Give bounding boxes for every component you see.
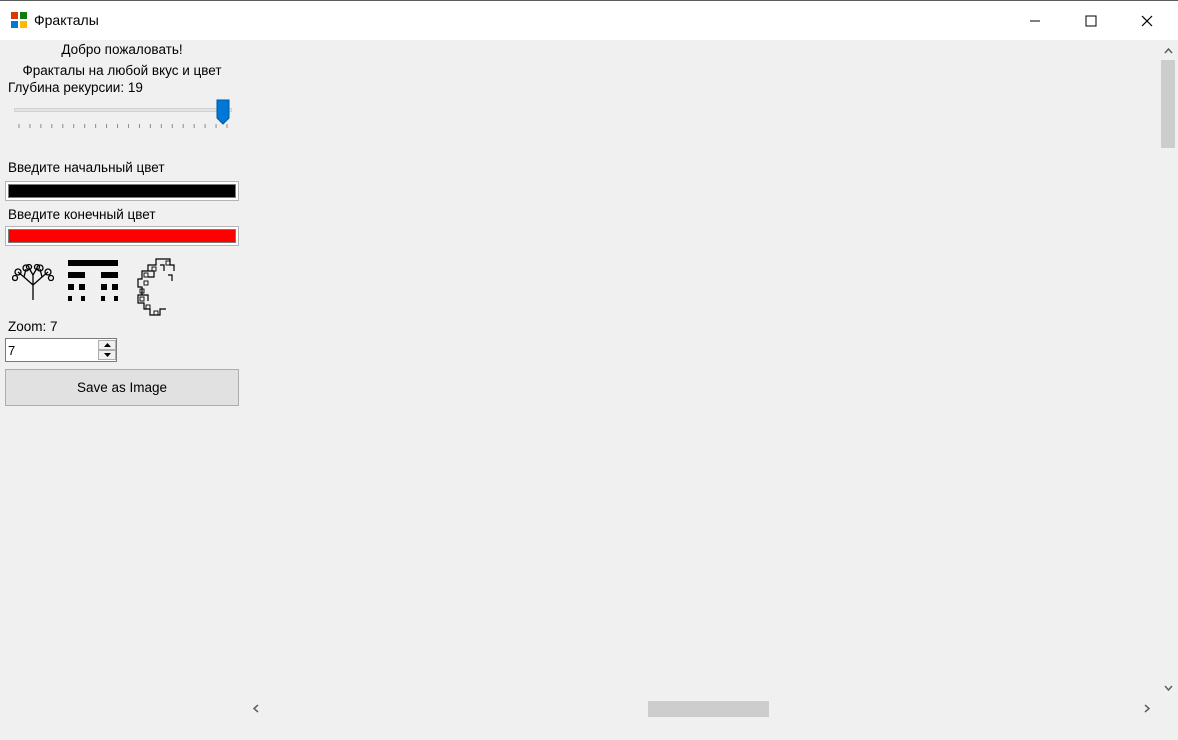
start-color-swatch[interactable] bbox=[8, 184, 236, 198]
minimize-icon bbox=[1030, 20, 1040, 21]
dragon-fractal-icon[interactable] bbox=[134, 255, 178, 319]
tree-fractal-icon[interactable] bbox=[12, 263, 54, 301]
save-image-button[interactable]: Save as Image bbox=[5, 369, 239, 406]
start-color-picker[interactable] bbox=[5, 181, 239, 201]
chevron-up-icon bbox=[1164, 47, 1173, 53]
welcome-text: Добро пожаловать! bbox=[61, 42, 183, 57]
subtitle-text: Фракталы на любой вкус и цвет bbox=[22, 63, 222, 78]
zoom-stepper[interactable] bbox=[5, 338, 117, 362]
zoom-label: Zoom: 7 bbox=[8, 319, 58, 334]
vertical-scroll-thumb[interactable] bbox=[1161, 60, 1175, 148]
minimize-button[interactable] bbox=[1012, 1, 1058, 40]
scroll-left-button[interactable] bbox=[247, 700, 264, 717]
horizontal-scrollbar[interactable] bbox=[245, 698, 1158, 720]
zoom-increment-button[interactable] bbox=[98, 340, 116, 350]
app-icon bbox=[11, 12, 27, 28]
maximize-icon bbox=[1085, 15, 1097, 26]
zoom-decrement-button[interactable] bbox=[98, 350, 116, 360]
arrow-up-icon bbox=[103, 343, 111, 347]
window-title: Фракталы bbox=[34, 12, 99, 28]
close-button[interactable] bbox=[1124, 1, 1170, 40]
scroll-right-button[interactable] bbox=[1138, 700, 1155, 717]
arrow-down-icon bbox=[103, 353, 111, 357]
zoom-input[interactable] bbox=[8, 342, 94, 358]
end-color-swatch[interactable] bbox=[8, 229, 236, 243]
end-color-picker[interactable] bbox=[5, 226, 239, 246]
fractal-path bbox=[245, 40, 1158, 698]
chevron-left-icon bbox=[252, 704, 258, 713]
scrollbar-corner bbox=[1158, 698, 1178, 720]
start-color-label: Введите начальный цвет bbox=[8, 160, 165, 175]
fractal-drawing bbox=[245, 40, 1158, 698]
end-color-label: Введите конечный цвет bbox=[8, 207, 156, 222]
chevron-down-icon bbox=[1164, 685, 1173, 691]
vertical-scrollbar[interactable] bbox=[1158, 40, 1178, 698]
recursion-depth-label: Глубина рекурсии: 19 bbox=[8, 80, 143, 95]
chevron-right-icon bbox=[1144, 704, 1150, 713]
title-bar: Фракталы bbox=[0, 0, 1178, 40]
scroll-up-button[interactable] bbox=[1160, 42, 1177, 59]
slider-ticks bbox=[18, 124, 228, 128]
fractal-canvas[interactable] bbox=[245, 40, 1158, 698]
close-icon bbox=[1141, 15, 1153, 26]
slider-track[interactable] bbox=[14, 108, 232, 112]
horizontal-scroll-thumb[interactable] bbox=[648, 701, 769, 717]
slider-thumb[interactable] bbox=[216, 99, 230, 125]
scroll-down-button[interactable] bbox=[1160, 679, 1177, 696]
maximize-button[interactable] bbox=[1068, 1, 1114, 40]
cantor-fractal-icon[interactable] bbox=[66, 259, 120, 303]
